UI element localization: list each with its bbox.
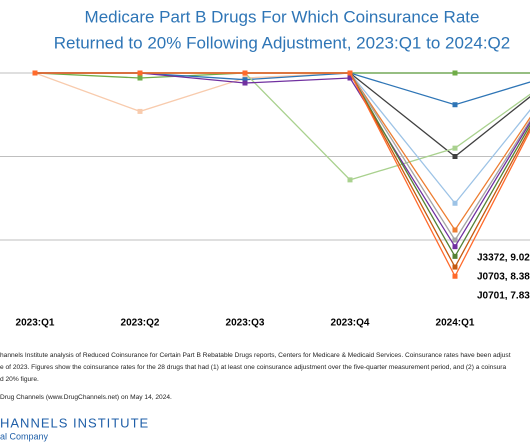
point-marker — [347, 70, 353, 76]
logo: HANNELS INSTITUTE — [0, 415, 149, 430]
point-marker — [347, 177, 353, 183]
x-tick-label: 2023:Q4 — [331, 318, 370, 329]
note: e of 2023. Figures show the coinsurance … — [0, 364, 507, 371]
point-marker — [137, 70, 143, 76]
x-tick-label: 2023:Q3 — [226, 318, 265, 329]
point-marker — [452, 70, 458, 76]
point-marker — [242, 80, 248, 86]
point-marker — [242, 77, 248, 83]
point-marker — [452, 154, 458, 159]
point-marker — [242, 70, 248, 76]
chart-title: Medicare Part B Drugs For Which Coinsura… — [85, 7, 480, 26]
x-tick-label: 2024:Q1 — [436, 318, 475, 329]
point-marker — [32, 70, 38, 76]
x-tick-label: 2023:Q2 — [121, 318, 160, 329]
series-line — [35, 72, 530, 181]
logo: al Company — [0, 431, 49, 441]
point-marker — [452, 244, 458, 250]
point-marker — [137, 108, 143, 114]
series-line — [35, 72, 530, 232]
point-marker — [452, 237, 458, 243]
series-line — [35, 72, 530, 248]
series-line — [35, 72, 530, 158]
point-marker — [452, 253, 458, 259]
note: Drug Channels (www.DrugChannels.net) on … — [0, 394, 172, 401]
series-line — [35, 72, 530, 278]
x-tick-label: 2023:Q1 — [16, 318, 55, 329]
chart-title: Returned to 20% Following Adjustment, 20… — [54, 33, 510, 52]
point-marker — [452, 264, 458, 270]
point-marker — [452, 102, 458, 108]
annotation: J3372, 9.02 — [477, 253, 530, 264]
point-marker — [137, 75, 143, 81]
point-marker — [452, 200, 458, 206]
annotation: J0703, 8.38 — [477, 272, 530, 283]
annotation: J0701, 7.83 — [477, 291, 530, 302]
note: d 20% figure. — [0, 376, 39, 383]
point-marker — [347, 75, 353, 81]
point-marker — [452, 145, 458, 151]
note: hannels Institute analysis of Reduced Co… — [0, 352, 511, 359]
point-marker — [452, 273, 458, 279]
series-line — [35, 72, 530, 205]
point-marker — [452, 227, 458, 233]
